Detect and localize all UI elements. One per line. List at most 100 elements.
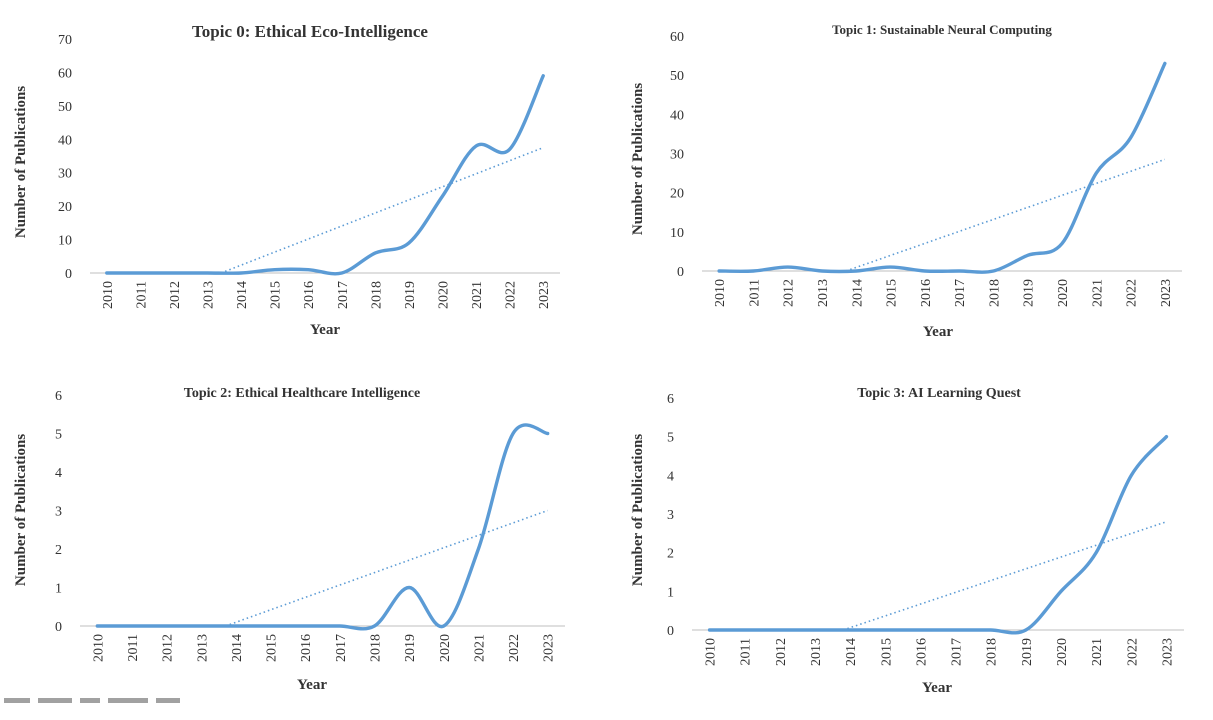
y-tick-label: 40 — [670, 108, 684, 123]
x-tick-label: 2019 — [403, 634, 418, 662]
x-tick-label: 2021 — [1090, 279, 1105, 307]
x-tick-label: 2016 — [299, 634, 314, 662]
y-tick-label: 5 — [55, 428, 62, 443]
x-tick-label: 2017 — [336, 281, 351, 309]
y-tick-label: 50 — [670, 69, 684, 84]
y-tick-label: 0 — [667, 624, 674, 639]
x-tick-label: 2016 — [919, 279, 934, 307]
x-tick-label: 2020 — [1056, 279, 1071, 307]
y-tick-label: 70 — [58, 33, 72, 48]
trendline — [846, 159, 1165, 271]
x-tick-label: 2010 — [101, 281, 116, 309]
x-tick-label: 2020 — [1055, 638, 1070, 666]
y-tick-label: 4 — [55, 466, 62, 481]
x-tick-label: 2012 — [161, 634, 176, 662]
y-tick-label: 20 — [670, 187, 684, 202]
x-tick-label: 2015 — [269, 281, 284, 309]
x-tick-label: 2023 — [1160, 638, 1175, 666]
series-line — [710, 437, 1167, 633]
x-tick-label: 2010 — [91, 634, 106, 662]
x-tick-label: 2017 — [950, 638, 965, 666]
y-tick-label: 40 — [58, 133, 72, 148]
x-tick-label: 2019 — [403, 281, 418, 309]
x-tick-label: 2010 — [713, 279, 728, 307]
x-axis-label: Year — [923, 324, 953, 340]
x-tick-label: 2010 — [704, 638, 719, 666]
y-tick-label: 60 — [58, 66, 72, 81]
y-tick-label: 0 — [55, 620, 62, 635]
x-tick-label: 2020 — [437, 281, 452, 309]
x-tick-label: 2023 — [537, 281, 552, 309]
x-tick-label: 2022 — [504, 281, 519, 309]
y-axis-label: Number of Publications — [630, 83, 646, 235]
x-tick-label: 2019 — [1020, 638, 1035, 666]
x-tick-label: 2011 — [134, 281, 149, 308]
y-tick-label: 1 — [55, 582, 62, 597]
x-tick-label: 2016 — [302, 281, 317, 309]
y-tick-label: 4 — [667, 469, 674, 484]
x-tick-label: 2017 — [334, 634, 349, 662]
chart-title: Topic 0: Ethical Eco-Intelligence — [192, 22, 428, 41]
x-tick-label: 2023 — [542, 634, 557, 662]
x-tick-label: 2022 — [1125, 638, 1140, 666]
trendline — [221, 148, 543, 273]
y-tick-label: 20 — [58, 200, 72, 215]
x-tick-label: 2021 — [1090, 638, 1105, 666]
x-tick-label: 2015 — [885, 279, 900, 307]
x-tick-label: 2015 — [879, 638, 894, 666]
x-tick-label: 2012 — [782, 279, 797, 307]
x-tick-label: 2018 — [369, 281, 384, 309]
chart-title: Topic 2: Ethical Healthcare Intelligence — [184, 386, 420, 401]
y-tick-label: 6 — [667, 392, 674, 407]
x-tick-label: 2016 — [914, 638, 929, 666]
y-tick-label: 60 — [670, 30, 684, 45]
cropped-caption-fragment — [0, 694, 240, 707]
y-axis-label: Number of Publications — [13, 86, 29, 238]
x-axis-label: Year — [297, 677, 327, 693]
y-tick-label: 10 — [670, 226, 684, 241]
chart-panel-topic-1: Topic 1: Sustainable Neural Computing Nu… — [612, 14, 1212, 364]
x-tick-label: 2018 — [987, 279, 1002, 307]
x-tick-label: 2020 — [438, 634, 453, 662]
chart-title: Topic 3: AI Learning Quest — [857, 386, 1021, 401]
chart-panel-topic-2: Topic 2: Ethical Healthcare Intelligence… — [0, 370, 600, 720]
series-line — [719, 63, 1165, 272]
y-axis-label: Number of Publications — [13, 434, 29, 586]
x-tick-label: 2012 — [774, 638, 789, 666]
y-tick-label: 0 — [65, 267, 72, 282]
series-line — [107, 76, 543, 274]
y-tick-label: 3 — [55, 505, 62, 520]
chart-panel-topic-3: Topic 3: AI Learning Quest Number of Pub… — [612, 370, 1212, 720]
x-axis-label: Year — [922, 680, 952, 696]
y-tick-label: 5 — [667, 431, 674, 446]
y-tick-label: 50 — [58, 100, 72, 115]
trendline — [226, 511, 548, 627]
x-tick-label: 2014 — [230, 634, 245, 662]
x-tick-label: 2012 — [168, 281, 183, 309]
x-tick-label: 2014 — [844, 638, 859, 666]
y-tick-label: 2 — [55, 543, 62, 558]
y-tick-label: 1 — [667, 585, 674, 600]
chart-topic-3: Topic 3: AI Learning Quest Number of Pub… — [612, 370, 1212, 720]
x-tick-label: 2013 — [809, 638, 824, 666]
chart-panel-topic-0: Topic 0: Ethical Eco-Intelligence Number… — [0, 14, 600, 364]
x-tick-label: 2021 — [472, 634, 487, 662]
x-tick-label: 2022 — [1125, 279, 1140, 307]
y-tick-label: 2 — [667, 547, 674, 562]
y-tick-label: 6 — [55, 389, 62, 404]
x-axis-label: Year — [310, 322, 340, 338]
chart-title: Topic 1: Sustainable Neural Computing — [832, 22, 1052, 37]
y-tick-label: 10 — [58, 234, 72, 249]
x-tick-label: 2018 — [368, 634, 383, 662]
x-tick-label: 2011 — [747, 279, 762, 306]
chart-topic-2: Topic 2: Ethical Healthcare Intelligence… — [0, 370, 600, 720]
x-tick-label: 2017 — [953, 279, 968, 307]
y-tick-label: 30 — [670, 148, 684, 163]
x-tick-label: 2023 — [1159, 279, 1174, 307]
y-tick-label: 30 — [58, 167, 72, 182]
y-tick-label: 3 — [667, 508, 674, 523]
x-tick-label: 2013 — [195, 634, 210, 662]
x-tick-label: 2013 — [202, 281, 217, 309]
y-tick-label: 0 — [677, 265, 684, 280]
